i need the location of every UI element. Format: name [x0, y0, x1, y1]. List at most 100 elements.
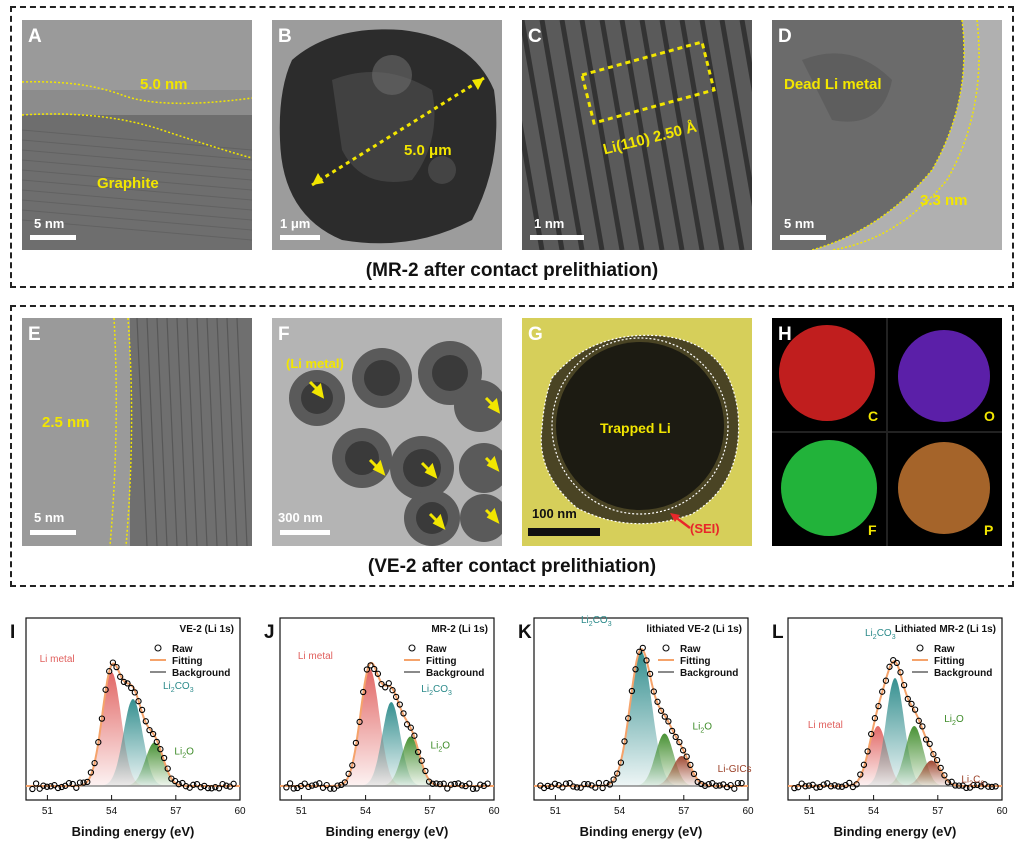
raw-point — [846, 779, 853, 787]
raw-point — [230, 780, 237, 787]
raw-point — [102, 686, 109, 693]
raw-point — [146, 726, 153, 734]
panel-letter: B — [278, 26, 292, 47]
raw-point — [562, 780, 570, 787]
peak-label: Li metal — [298, 651, 333, 662]
raw-point — [657, 707, 665, 714]
raw-point — [639, 644, 646, 652]
raw-point — [334, 782, 341, 789]
raw-point — [208, 785, 215, 792]
raw-point — [433, 780, 440, 787]
raw-point — [551, 780, 559, 787]
peak-label: Li2CO3 — [163, 681, 194, 694]
raw-point — [473, 785, 480, 792]
raw-point — [893, 659, 900, 667]
raw-point — [477, 781, 484, 788]
mr2-group-caption: (MR-2 after contact prelithiation) — [365, 260, 659, 281]
raw-point — [341, 779, 349, 786]
legend-fitting: Fitting — [934, 656, 965, 667]
panel-letter: D — [778, 26, 792, 47]
x-axis-label: Binding energy (eV) — [72, 824, 195, 839]
raw-point — [668, 727, 676, 735]
tem-panel-f: F (Li metal) 300 nm — [272, 318, 502, 546]
x-tick-label: 60 — [996, 806, 1008, 817]
raw-point — [544, 782, 551, 790]
raw-point — [308, 782, 316, 789]
raw-point — [731, 785, 738, 792]
raw-point — [871, 715, 879, 722]
raw-point — [219, 780, 226, 788]
tem-panel-b: B 5.0 μm 1 μm — [272, 20, 502, 250]
raw-point — [283, 784, 290, 791]
tem-panel-d: D Dead Li metal 3.3 nm 5 nm — [772, 20, 1002, 250]
x-tick-label: 57 — [932, 806, 944, 817]
raw-point — [643, 657, 650, 664]
panel-letter: L — [772, 622, 784, 643]
raw-point — [418, 757, 425, 764]
raw-point — [690, 770, 698, 778]
scale-bar-label: 1 μm — [280, 216, 311, 231]
raw-point — [356, 718, 363, 726]
raw-point — [109, 659, 117, 666]
raw-point — [897, 669, 904, 676]
legend-background: Background — [680, 668, 738, 679]
x-tick-label: 57 — [170, 806, 182, 817]
raw-point — [900, 681, 908, 689]
raw-point — [922, 736, 930, 743]
xps-chart-j: 51 54 57 60 Binding energy (eV) J MR-2 (Li 1s)… — [264, 617, 500, 839]
raw-point — [875, 702, 882, 710]
x-tick-label: 57 — [678, 806, 690, 817]
raw-point — [389, 687, 396, 694]
panel-letter: K — [518, 622, 532, 643]
x-tick-label: 54 — [614, 806, 626, 817]
raw-point — [403, 721, 411, 728]
raw-point — [385, 680, 392, 687]
dead-li-label: Dead Li metal — [784, 76, 882, 93]
raw-point — [701, 782, 709, 789]
x-tick-label: 60 — [742, 806, 754, 817]
raw-point — [654, 698, 661, 705]
xps-chart-l: 51 54 57 60 Binding energy (eV) L Lithiated MR… — [772, 617, 1008, 839]
raw-point — [135, 698, 142, 705]
li-metal-label: (Li metal) — [286, 356, 344, 371]
scale-bar — [780, 235, 826, 240]
scale-bar — [530, 235, 584, 240]
legend-fitting: Fitting — [680, 656, 711, 667]
legend-raw: Raw — [172, 644, 193, 655]
fitting-curve — [26, 662, 240, 787]
eds-label-c: C — [868, 408, 879, 424]
raw-point — [738, 780, 745, 787]
raw-point — [98, 715, 106, 722]
scale-bar-label: 1 nm — [534, 216, 565, 231]
raw-point — [414, 748, 422, 756]
raw-point — [204, 784, 212, 792]
raw-point — [679, 747, 687, 754]
raw-point — [215, 785, 223, 792]
raw-point — [190, 781, 197, 788]
raw-point — [193, 781, 201, 788]
raw-point — [944, 779, 952, 786]
raw-point — [952, 782, 959, 789]
raw-point — [827, 783, 835, 790]
panel-letter: F — [278, 324, 290, 345]
raw-point — [617, 759, 625, 766]
raw-point — [301, 780, 308, 787]
raw-point — [573, 784, 581, 791]
raw-point — [371, 665, 378, 673]
legend-raw-marker — [154, 644, 162, 652]
peak-component — [534, 756, 748, 786]
raw-point — [323, 781, 330, 789]
raw-point — [290, 785, 297, 792]
legend-background: Background — [934, 668, 992, 679]
raw-point — [440, 780, 447, 787]
xps-chart-i: 51 54 57 60 Binding energy (eV) I VE-2 (Li 1s)… — [10, 617, 246, 839]
legend-background: Background — [172, 668, 230, 679]
peak-component — [280, 702, 494, 786]
scale-bar-label: 300 nm — [278, 510, 323, 525]
raw-point — [687, 761, 694, 769]
raw-point — [87, 769, 95, 776]
scale-bar-label: 5 nm — [34, 216, 65, 231]
legend-raw: Raw — [934, 644, 955, 655]
raw-point — [904, 695, 911, 703]
chart-title: MR-2 (Li 1s) — [431, 624, 488, 635]
